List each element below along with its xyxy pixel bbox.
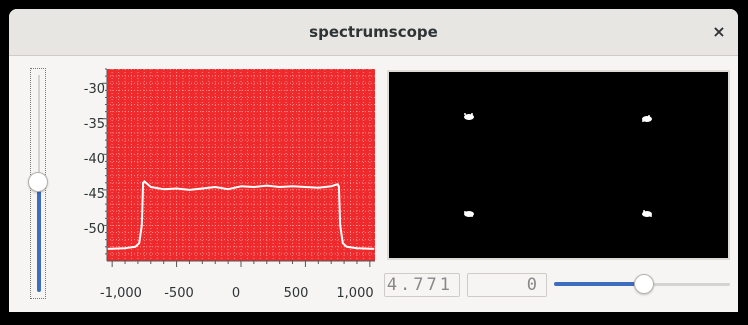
y-axis-labels: -30 -35 -40 -45 -50	[63, 71, 105, 271]
spectrum-point	[162, 188, 165, 190]
y-tick-label: -30	[83, 82, 105, 97]
constellation-point	[464, 113, 474, 120]
spectrum-point	[317, 186, 320, 189]
window-title: spectrumscope	[309, 23, 438, 41]
spectrum-point	[140, 224, 143, 227]
spectrum-point	[341, 242, 344, 245]
gain-slider-track	[38, 75, 40, 182]
horizontal-slider-fill	[554, 282, 646, 286]
spectrum-point	[188, 189, 191, 191]
spectrum-point	[201, 187, 204, 190]
spectrum-point	[265, 184, 268, 187]
plot-background	[107, 69, 375, 261]
spectrum-point	[138, 242, 141, 245]
spectrum-point	[214, 186, 217, 188]
spectrum-point	[107, 248, 110, 250]
constellation-point	[642, 210, 652, 217]
gain-slider-handle[interactable]	[28, 172, 48, 192]
spectrum-point	[175, 187, 178, 190]
value-readout-right: 0	[467, 273, 547, 297]
spectrum-point	[291, 185, 294, 188]
constellation-point	[464, 211, 474, 217]
y-tick-label: -50	[83, 222, 105, 237]
x-tick-label: 0	[231, 286, 241, 301]
gain-slider-fill	[37, 182, 41, 292]
constellation-plot[interactable]	[387, 70, 730, 260]
x-tick-label: 500	[283, 286, 309, 301]
spectrum-point	[278, 186, 281, 188]
spectrum-point	[143, 180, 146, 183]
spectrum-point	[338, 185, 340, 188]
value-readout-left: 4.771	[384, 273, 460, 297]
spectrum-point	[142, 181, 144, 184]
spectrum-plot[interactable]	[97, 66, 379, 286]
gain-slider[interactable]	[28, 68, 48, 299]
close-button[interactable]: ×	[712, 22, 726, 41]
spectrum-point	[336, 183, 339, 185]
title-bar: spectrumscope ×	[9, 9, 738, 56]
app-window: spectrumscope × -30 -35 -40 -45 -50 -1,0…	[9, 9, 738, 312]
spectrum-point	[304, 186, 307, 188]
y-tick-label: -40	[83, 152, 105, 167]
horizontal-slider[interactable]	[552, 273, 730, 295]
horizontal-slider-handle[interactable]	[634, 274, 654, 294]
spectrum-point	[150, 186, 152, 188]
x-tick-label: -500	[164, 286, 194, 301]
spectrum-point	[339, 224, 342, 227]
spectrum-point	[124, 247, 126, 249]
spectrum-point	[330, 185, 332, 188]
spectrum-point	[345, 245, 348, 248]
x-tick-label: 1,000	[336, 286, 374, 301]
x-tick-label: -1,000	[100, 286, 142, 301]
spectrum-point	[227, 188, 229, 190]
spectrum-point	[134, 245, 137, 248]
y-tick-label: -45	[83, 187, 105, 202]
spectrum-point	[253, 186, 255, 188]
spectrum-point	[372, 248, 375, 250]
constellation-points	[464, 113, 652, 217]
spectrum-point	[240, 185, 242, 188]
constellation-point	[642, 115, 652, 122]
y-tick-label: -35	[83, 117, 105, 132]
spectrum-point	[356, 247, 358, 249]
